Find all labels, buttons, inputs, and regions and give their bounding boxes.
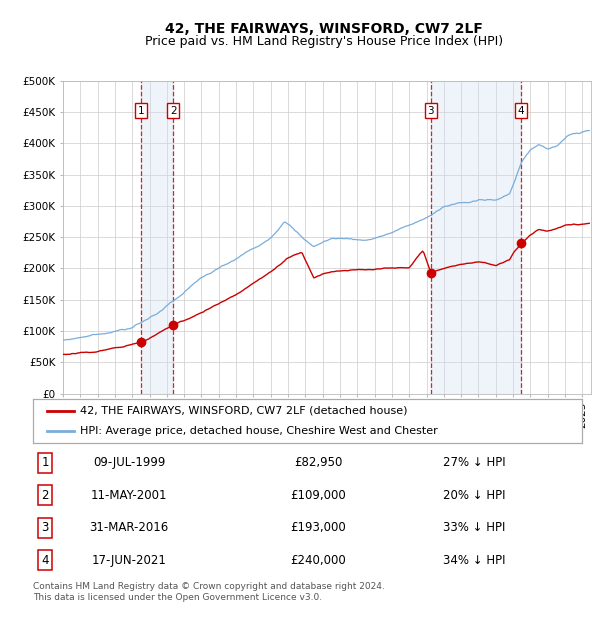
Text: Price paid vs. HM Land Registry's House Price Index (HPI): Price paid vs. HM Land Registry's House … bbox=[145, 35, 503, 48]
Text: 3: 3 bbox=[41, 521, 49, 534]
Text: 1: 1 bbox=[41, 456, 49, 469]
Text: 1: 1 bbox=[138, 105, 145, 116]
Text: 4: 4 bbox=[518, 105, 524, 116]
Text: £109,000: £109,000 bbox=[290, 489, 346, 502]
Text: 34% ↓ HPI: 34% ↓ HPI bbox=[443, 554, 505, 567]
Text: £240,000: £240,000 bbox=[290, 554, 346, 567]
Bar bbox=[431, 81, 521, 394]
Text: 17-JUN-2021: 17-JUN-2021 bbox=[92, 554, 166, 567]
Text: £193,000: £193,000 bbox=[290, 521, 346, 534]
Text: £82,950: £82,950 bbox=[294, 456, 342, 469]
Text: 3: 3 bbox=[428, 105, 434, 116]
Text: 11-MAY-2001: 11-MAY-2001 bbox=[91, 489, 167, 502]
Bar bbox=[141, 81, 173, 394]
Text: Contains HM Land Registry data © Crown copyright and database right 2024.
This d: Contains HM Land Registry data © Crown c… bbox=[33, 582, 385, 603]
Text: 20% ↓ HPI: 20% ↓ HPI bbox=[443, 489, 505, 502]
Text: 27% ↓ HPI: 27% ↓ HPI bbox=[443, 456, 505, 469]
Text: 42, THE FAIRWAYS, WINSFORD, CW7 2LF: 42, THE FAIRWAYS, WINSFORD, CW7 2LF bbox=[165, 22, 483, 36]
Text: 31-MAR-2016: 31-MAR-2016 bbox=[89, 521, 169, 534]
Text: 42, THE FAIRWAYS, WINSFORD, CW7 2LF (detached house): 42, THE FAIRWAYS, WINSFORD, CW7 2LF (det… bbox=[80, 405, 407, 416]
Text: HPI: Average price, detached house, Cheshire West and Chester: HPI: Average price, detached house, Ches… bbox=[80, 426, 437, 436]
Text: 2: 2 bbox=[170, 105, 176, 116]
Text: 09-JUL-1999: 09-JUL-1999 bbox=[93, 456, 165, 469]
Text: 33% ↓ HPI: 33% ↓ HPI bbox=[443, 521, 505, 534]
Text: 4: 4 bbox=[41, 554, 49, 567]
Text: 2: 2 bbox=[41, 489, 49, 502]
